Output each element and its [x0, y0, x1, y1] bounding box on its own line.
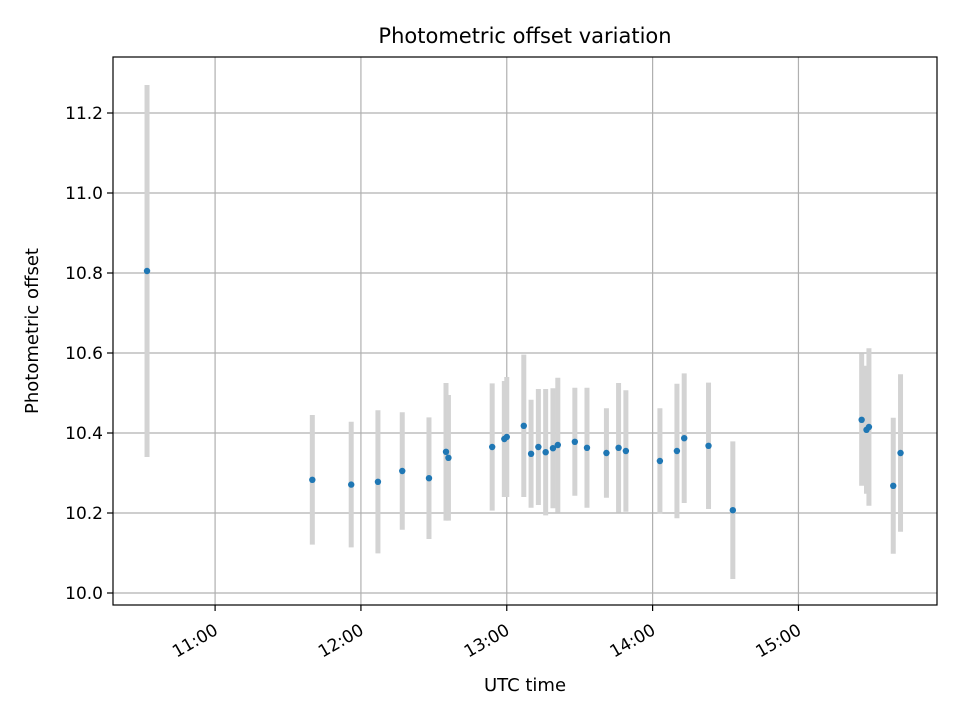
y-tick-label: 10.4 [65, 424, 103, 444]
data-point [348, 481, 355, 488]
data-point [488, 443, 496, 451]
data-point [897, 449, 904, 457]
data-point [309, 476, 316, 483]
data-point [681, 435, 688, 442]
data-point [571, 438, 579, 445]
data-point [542, 449, 549, 456]
data-point [858, 416, 865, 423]
y-tick-label: 10.6 [65, 344, 103, 364]
y-tick-label: 11.2 [65, 104, 103, 124]
data-point [399, 467, 406, 475]
x-axis-title: UTC time [484, 675, 566, 696]
data-point [890, 482, 897, 489]
y-axis-title: Photometric offset [22, 248, 43, 414]
data-point [549, 445, 557, 452]
data-point [865, 423, 873, 431]
data-point [442, 448, 450, 455]
y-tick-label: 11.0 [65, 184, 103, 204]
chart-title: Photometric offset variation [378, 24, 671, 48]
data-point [143, 267, 151, 275]
data-point [374, 478, 382, 485]
data-point [705, 442, 712, 449]
grid-layer [113, 57, 937, 605]
data-point [535, 443, 542, 451]
data-point [729, 507, 737, 514]
data-point [503, 433, 510, 441]
data-point [445, 454, 452, 461]
point-layer [143, 267, 904, 514]
plot-frame [112, 56, 938, 606]
y-tick-label: 10.8 [65, 264, 103, 284]
y-tick-label: 10.2 [65, 504, 103, 524]
data-point [603, 449, 610, 457]
data-point [615, 444, 622, 451]
y-tick-label: 10.0 [65, 584, 103, 604]
data-point [527, 450, 535, 457]
data-point [622, 447, 630, 455]
data-point [520, 422, 527, 429]
data-point [656, 457, 664, 465]
data-point [583, 444, 591, 451]
data-point [673, 447, 681, 455]
data-point [554, 441, 562, 449]
data-point [425, 475, 433, 482]
